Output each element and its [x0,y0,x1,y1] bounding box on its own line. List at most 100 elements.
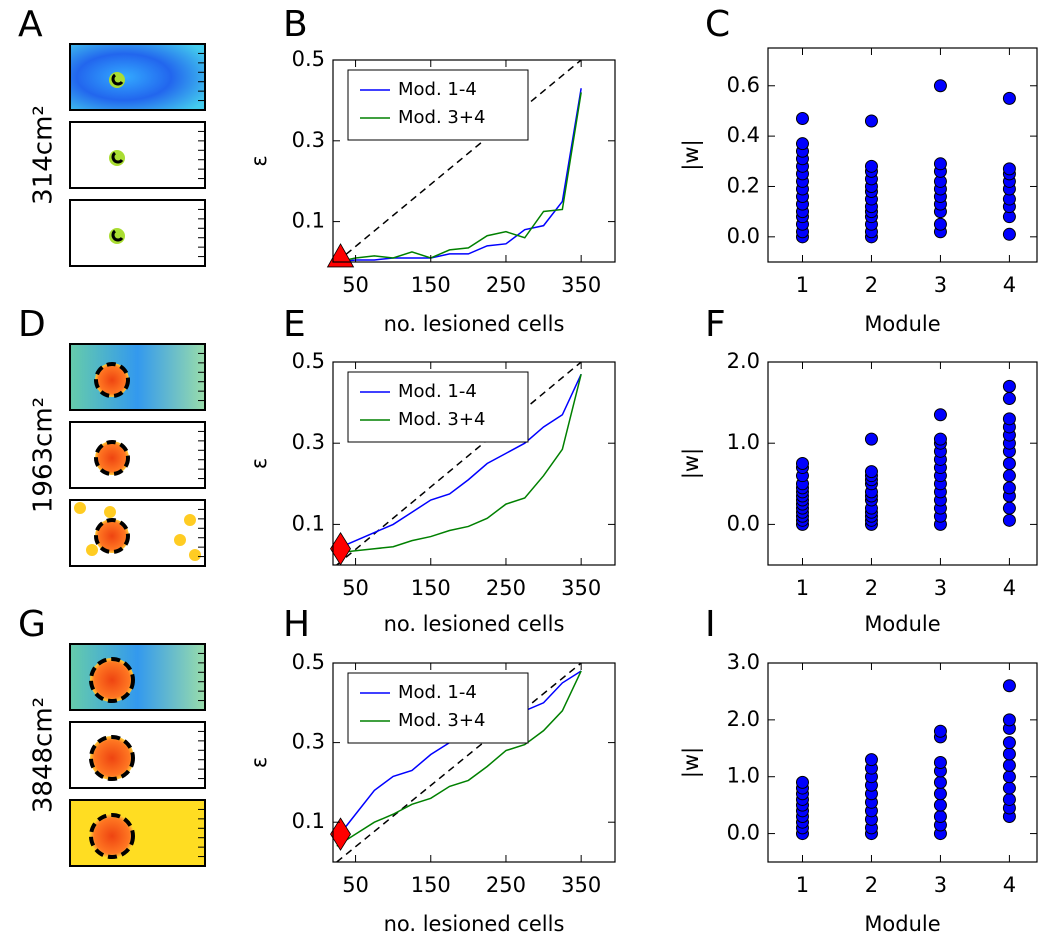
point [864,432,878,446]
map-background [70,344,205,410]
legend: Mod. 1-4 Mod. 3+4 [347,672,529,744]
map-background [70,122,205,188]
map-blob [184,514,196,526]
map-background [70,200,205,266]
map-frame [69,343,206,411]
point [1002,227,1016,241]
map-blob [189,549,201,561]
point [933,810,947,824]
place-spot [90,814,134,858]
point [933,79,947,93]
point [864,114,878,128]
y-tick-label: 2.0 [727,707,760,731]
point [1002,679,1016,693]
map-background [70,44,205,110]
point [1002,513,1016,527]
x-tick-label: 1 [796,273,809,297]
x-tick-label: 4 [1003,873,1016,897]
y-tick-label: 0.5 [292,349,325,373]
y-axis-label: ε [247,458,271,469]
panel-letter: D [18,304,46,345]
place-spot [90,658,134,702]
dashed-ring [89,813,135,859]
legend-label: Mod. 1-4 [398,79,477,100]
x-axis-label: no. lesioned cells [384,912,565,936]
dashed-ring [94,518,130,554]
point [933,408,947,422]
series-line [336,88,582,262]
place-spot [95,519,129,553]
point [1002,457,1016,470]
x-axis-label: Module [864,912,940,936]
spot-arc [111,229,124,242]
panel-letter: F [705,304,726,345]
y-tick-label: 0.3 [292,730,325,754]
y-tick-label: 0.0 [727,511,760,535]
y-axis-label: |w| [679,747,704,778]
plot-frame [332,59,616,263]
place-spot [109,150,125,166]
panel-letter: C [705,4,730,45]
x-axis-label: no. lesioned cells [384,612,565,636]
point [1002,713,1016,727]
legend-label: Mod. 1-4 [398,682,477,703]
map-frame [69,721,206,789]
series-line [336,92,582,262]
marker [326,243,355,268]
x-tick-label: 150 [411,273,451,297]
x-tick-label: 350 [561,873,601,897]
map-frame [69,43,206,111]
x-tick-label: 3 [934,273,947,297]
y-tick-label: 0.3 [292,128,325,152]
point [933,724,947,738]
y-tick-label: 0.6 [727,73,760,97]
area-label: 1963cm² [29,397,59,513]
x-tick-label: 50 [342,576,369,600]
y-tick-label: 0.0 [727,821,760,845]
x-tick-label: 50 [342,873,369,897]
plot-area [795,379,1016,531]
y-tick-label: 0.2 [727,173,760,197]
x-tick-label: 350 [561,273,601,297]
y-axis-label: |w| [679,448,704,479]
map-frame [69,421,206,489]
y-axis-label: ε [247,155,271,166]
dashed-ring [94,362,130,398]
point [933,756,947,769]
point [795,137,809,151]
point [1002,162,1016,176]
point [864,753,878,767]
point [795,775,809,789]
x-axis-label: Module [864,612,940,636]
dashed-ring [94,440,130,476]
plot-frame [767,361,1038,566]
legend-box [347,371,529,443]
x-tick-label: 2 [865,873,878,897]
place-spot [109,72,125,88]
plot-frame [767,662,1038,863]
y-axis-label: |w| [679,139,704,170]
y-tick-label: 1.0 [727,764,760,788]
legend: Mod. 1-4 Mod. 3+4 [347,371,529,443]
reference-line [336,663,582,862]
x-tick-label: 4 [1003,273,1016,297]
y-tick-label: 0.5 [292,47,325,71]
map-blob [174,534,186,546]
panel-letter: I [705,604,716,645]
map-frame [69,643,206,711]
x-tick-label: 150 [411,576,451,600]
legend-label: Mod. 3+4 [398,710,485,731]
panel-letter: B [283,4,308,45]
series-line [336,670,582,847]
panel-letter: H [283,604,310,645]
y-tick-label: 0.4 [727,123,760,147]
map-frame [69,199,206,267]
point [1002,379,1016,393]
point [933,787,947,801]
point [1002,392,1016,406]
x-tick-label: 1 [796,873,809,897]
x-tick-label: 2 [865,273,878,297]
series-line [336,373,582,554]
map-blob [74,502,86,514]
plot-area [795,679,1016,841]
